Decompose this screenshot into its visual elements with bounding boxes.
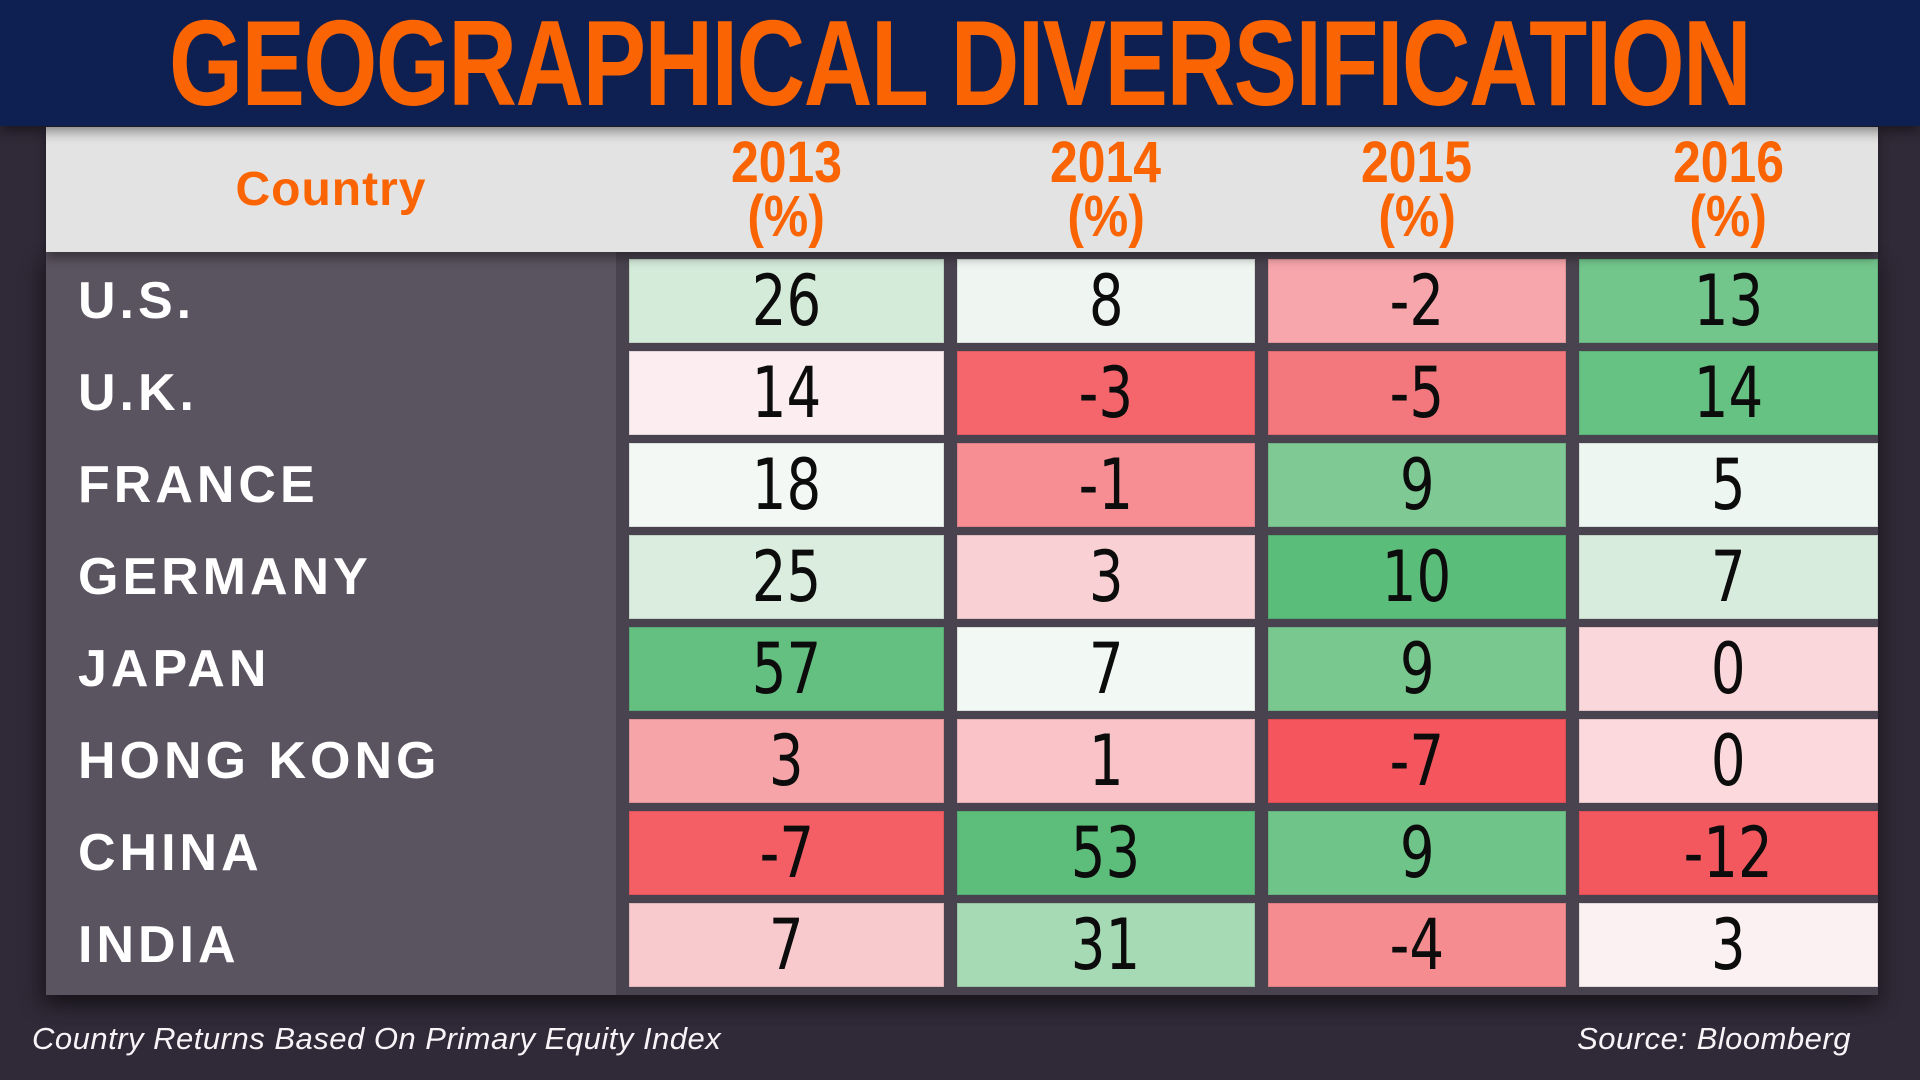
row-label-us: U.S.: [78, 272, 196, 330]
cell-value: -7: [1389, 720, 1445, 802]
column-header-2013: 2013 (%): [629, 129, 944, 249]
country-column-background: [46, 252, 616, 995]
value-cell: 57: [629, 627, 944, 711]
value-cell: 5: [1579, 443, 1878, 527]
value-cell: -2: [1268, 259, 1566, 343]
column-header-country: Country: [235, 163, 427, 216]
value-cell: 7: [957, 627, 1255, 711]
value-cell: 8: [957, 259, 1255, 343]
cell-value: -1: [1078, 444, 1134, 526]
year-label: 2014: [1050, 129, 1162, 195]
cell-value: 9: [1399, 812, 1435, 894]
value-cell: 53: [957, 811, 1255, 895]
column-header-2014: 2014 (%): [957, 129, 1255, 249]
column-header-2015: 2015 (%): [1268, 129, 1566, 249]
page-title: GEOGRAPHICAL DIVERSIFICATION: [169, 0, 1752, 131]
source-credit: Source: Bloomberg: [1577, 1021, 1851, 1056]
cell-value: 3: [1088, 536, 1124, 618]
value-cell: 0: [1579, 627, 1878, 711]
cell-value: 53: [1071, 812, 1141, 894]
column-header-2016: 2016 (%): [1579, 129, 1878, 249]
cell-value: 26: [751, 260, 822, 342]
value-cell: 7: [629, 903, 944, 987]
cell-value: 0: [1711, 720, 1746, 802]
cell-value: -3: [1078, 352, 1134, 434]
cell-value: 57: [751, 628, 822, 710]
table-body: U.S. 26 8 -2 13 U.K. 14 -3 -5 14 FRANCE …: [46, 252, 1878, 995]
cell-value: 3: [769, 720, 804, 802]
cell-value: 9: [1399, 444, 1435, 526]
unit-label: (%): [747, 183, 826, 249]
value-cell: -7: [629, 811, 944, 895]
row-label-india: INDIA: [78, 916, 240, 974]
value-cell: 1: [957, 719, 1255, 803]
value-cell: -3: [957, 351, 1255, 435]
cell-value: 13: [1693, 260, 1764, 342]
cell-value: 31: [1071, 904, 1141, 986]
year-label: 2016: [1673, 129, 1784, 195]
unit-label: (%): [1689, 183, 1768, 249]
cell-value: 8: [1088, 260, 1124, 342]
cell-value: 25: [751, 536, 822, 618]
cell-value: 14: [1693, 352, 1764, 434]
unit-label: (%): [1067, 183, 1145, 249]
value-cell: -5: [1268, 351, 1566, 435]
cell-value: -12: [1683, 812, 1774, 894]
row-label-uk: U.K.: [78, 364, 198, 422]
value-cell: 31: [957, 903, 1255, 987]
value-cell: 14: [629, 351, 944, 435]
row-label-hong-kong: HONG KONG: [78, 732, 441, 790]
value-cell: -12: [1579, 811, 1878, 895]
value-cell: -1: [957, 443, 1255, 527]
cell-value: 9: [1399, 628, 1435, 710]
cell-value: -7: [759, 812, 814, 894]
value-cell: 25: [629, 535, 944, 619]
value-cell: 3: [957, 535, 1255, 619]
row-label-japan: JAPAN: [78, 640, 271, 698]
value-cell: 3: [1579, 903, 1878, 987]
cell-value: 1: [1088, 720, 1124, 802]
cell-value: 5: [1711, 444, 1746, 526]
footnote: Country Returns Based On Primary Equity …: [32, 1021, 722, 1056]
value-cell: 10: [1268, 535, 1566, 619]
table-grid: U.S. 26 8 -2 13 U.K. 14 -3 -5 14 FRANCE …: [46, 259, 1878, 987]
cell-value: 3: [1711, 904, 1746, 986]
cell-value: -2: [1389, 260, 1445, 342]
value-cell: 13: [1579, 259, 1878, 343]
value-cell: 9: [1268, 443, 1566, 527]
value-cell: 14: [1579, 351, 1878, 435]
value-cell: 9: [1268, 811, 1566, 895]
value-cell: 18: [629, 443, 944, 527]
cell-value: -5: [1389, 352, 1445, 434]
value-cell: -7: [1268, 719, 1566, 803]
year-label: 2015: [1361, 129, 1473, 195]
cell-value: 14: [751, 352, 822, 434]
unit-label: (%): [1378, 183, 1456, 249]
value-cell: -4: [1268, 903, 1566, 987]
title-bar: GEOGRAPHICAL DIVERSIFICATION: [0, 0, 1920, 126]
value-cell: 7: [1579, 535, 1878, 619]
table-header-row: Country 2013 (%) 2014 (%) 2015 (%) 2016 …: [46, 127, 1878, 252]
value-cell: 26: [629, 259, 944, 343]
row-label-china: CHINA: [78, 824, 263, 882]
row-label-germany: GERMANY: [78, 548, 372, 606]
year-label: 2013: [731, 129, 842, 195]
cell-value: 7: [1088, 628, 1124, 710]
cell-value: 18: [751, 444, 822, 526]
value-cell: 0: [1579, 719, 1878, 803]
cell-value: -4: [1389, 904, 1445, 986]
cell-value: 7: [769, 904, 804, 986]
cell-value: 0: [1711, 628, 1746, 710]
value-cell: 9: [1268, 627, 1566, 711]
value-cell: 3: [629, 719, 944, 803]
cell-value: 10: [1382, 536, 1452, 618]
row-label-france: FRANCE: [78, 456, 319, 514]
cell-value: 7: [1711, 536, 1746, 618]
